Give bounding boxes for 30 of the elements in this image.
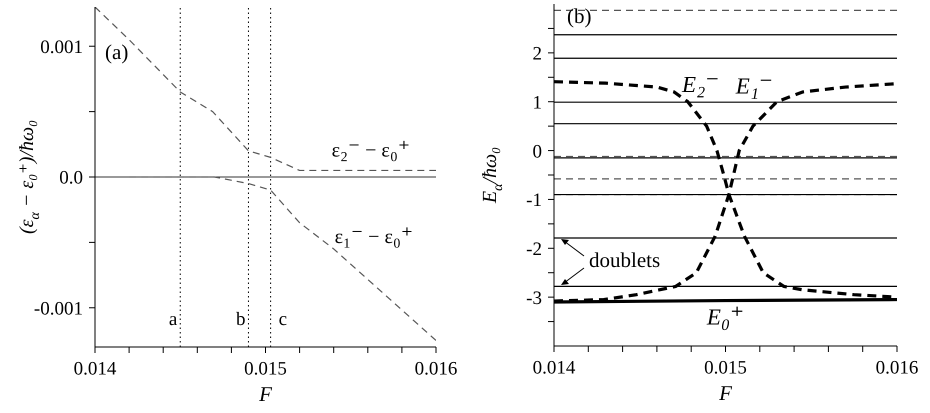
annotation: doublets — [589, 248, 660, 274]
y-tick-label: 1 — [532, 92, 542, 114]
line-series — [95, 7, 436, 172]
y-tick-label: -3 — [526, 288, 542, 309]
x-tick-label: 0.016 — [414, 358, 458, 380]
y-tick-label: -2 — [526, 239, 542, 260]
x-tick-label: 0.015 — [704, 357, 747, 378]
x-tick-label: 0.014 — [532, 357, 576, 378]
y-tick-label: 0.001 — [40, 36, 83, 58]
y-tick-label: 2 — [532, 44, 542, 65]
series-label: E₁⁻ — [734, 70, 773, 100]
x-axis-title: F — [258, 382, 272, 406]
x-axis-title: F — [718, 381, 732, 405]
x-tick-label: 0.015 — [244, 358, 287, 380]
series-label: ε₁⁻ − ε₀⁺ — [334, 222, 414, 248]
line-series — [128, 176, 436, 342]
ref-line-label: c — [278, 309, 288, 330]
annotation: (a) — [105, 40, 128, 66]
y-tick-label: -1 — [526, 190, 542, 212]
series-label: E₀⁺ — [706, 300, 744, 331]
y-tick-label: 0 — [532, 141, 542, 162]
ref-line-label: b — [236, 309, 246, 330]
ref-line-label: a — [168, 309, 178, 330]
series-label: E₂⁻ — [681, 68, 720, 98]
annotation: (b) — [567, 4, 592, 30]
series-label: ε₂⁻ − ε₀⁺ — [332, 136, 410, 162]
y-tick-label: -0.001 — [34, 298, 83, 320]
x-tick-label: 0.016 — [876, 357, 918, 378]
x-tick-label: 0.014 — [74, 358, 117, 380]
y-tick-label: 0.0 — [59, 168, 83, 189]
